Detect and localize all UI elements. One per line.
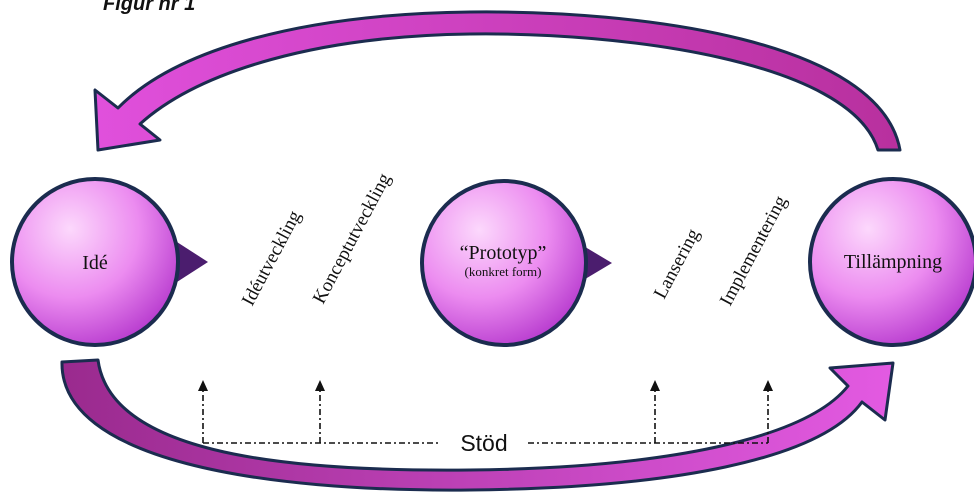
node-application: Tillämpning — [808, 177, 974, 347]
feedback-arrow-top — [93, 10, 902, 152]
figure-label: Figur nr 1 — [103, 0, 196, 15]
step-label-implementering: Implementering — [716, 192, 792, 309]
support-arrowheads — [198, 380, 773, 391]
node-idea: Idé — [10, 177, 208, 347]
arrowhead — [763, 380, 773, 391]
step-label-ideutveckling: Idéutveckling — [238, 207, 306, 310]
node-circle — [10, 177, 180, 347]
node-label-application: Tillämpning — [844, 251, 942, 273]
arrowhead — [198, 380, 208, 391]
node-sublabel-prototype: (konkret form) — [465, 264, 542, 279]
support-label: Stöd — [460, 430, 507, 456]
node-label-idea: Idé — [82, 252, 108, 274]
arrowhead — [315, 380, 325, 391]
node-circle — [808, 177, 974, 347]
step-label-lansering: Lansering — [650, 225, 704, 302]
arrowhead — [650, 380, 660, 391]
forward-arrow-bottom — [60, 358, 895, 492]
node-label-prototype: “Prototyp” — [460, 242, 547, 264]
node-prototype: “Prototyp” (konkret form) — [420, 179, 612, 347]
step-label-konceptutveckling: Konceptutveckling — [309, 169, 396, 307]
node-circle — [420, 179, 588, 347]
support-connector — [202, 390, 769, 444]
